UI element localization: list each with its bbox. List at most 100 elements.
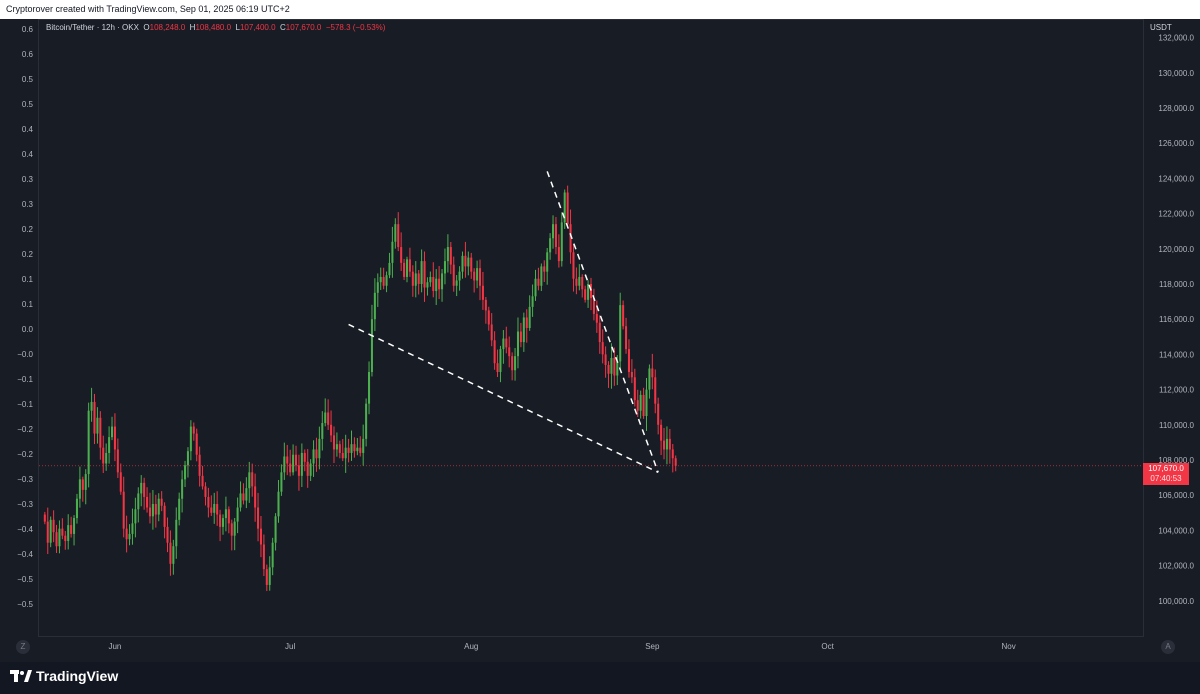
candle-body (137, 493, 140, 510)
candle-body (487, 310, 490, 325)
left-axis-tick: 0.5 (22, 100, 34, 109)
candle-body (347, 447, 350, 453)
price-axis-tick: 128,000.0 (1158, 104, 1194, 113)
candle-countdown: 07:40:53 (1150, 474, 1182, 483)
left-axis-tick: −0.1 (17, 400, 33, 409)
candle-body (90, 401, 93, 411)
zoom-button[interactable]: Z (16, 640, 30, 654)
price-axis-tick: 108,000.0 (1158, 456, 1194, 465)
attribution-text: Cryptorover created with TradingView.com… (6, 4, 290, 14)
tradingview-logo[interactable]: TradingView (10, 668, 118, 684)
candle-body (391, 241, 394, 263)
candle-body (368, 372, 371, 404)
candle-body (128, 533, 131, 540)
candle-body (280, 472, 283, 492)
price-chart[interactable]: 100,000.0 102,000.0 104,000.0 106,000.0 108,… (0, 19, 1200, 662)
candle-body (552, 224, 555, 239)
candle-body (496, 363, 499, 372)
candle-body (70, 525, 73, 534)
candle-body (303, 452, 306, 462)
candle-body (537, 278, 540, 286)
candle-body (184, 465, 187, 480)
candle-body (657, 403, 660, 425)
price-axis-tick: 114,000.0 (1159, 350, 1195, 359)
candle-body (484, 299, 487, 311)
auto-scale-button[interactable]: A (1161, 640, 1175, 654)
candle-body (52, 519, 55, 533)
left-axis-tick: 0.2 (22, 225, 34, 234)
candle-body (75, 498, 78, 519)
candle-body (604, 354, 607, 365)
candle-body (400, 247, 403, 263)
footer: TradingView (0, 662, 1200, 694)
candle-body (335, 444, 338, 450)
dashed-trendline (546, 171, 659, 473)
candle-body (330, 424, 333, 436)
candle-body (464, 255, 467, 267)
price-axis-tick: 104,000.0 (1158, 526, 1194, 535)
candle-body (125, 528, 128, 540)
candle-body (540, 266, 543, 286)
candle-body (157, 498, 160, 515)
candle-body (636, 400, 639, 411)
candle-body (470, 257, 473, 272)
candle-body (233, 521, 236, 536)
candle-body (481, 285, 484, 300)
candle-body (186, 451, 189, 466)
price-axis-tick: 106,000.0 (1158, 491, 1194, 500)
candle-body (569, 224, 572, 253)
candle-body (429, 276, 432, 283)
symbol-label: Bitcoin/Tether · 12h · OKX (46, 23, 139, 32)
left-axis-tick: −0.2 (17, 425, 33, 434)
candle-body (654, 377, 657, 404)
candle-body (613, 357, 616, 376)
candle-body (467, 257, 470, 267)
candle-body (660, 424, 663, 441)
left-axis-tick: 0.2 (22, 250, 34, 259)
candle-body (84, 474, 87, 490)
candle-body (172, 546, 175, 564)
candle-body (560, 222, 563, 262)
candle-body (639, 394, 642, 411)
candle-body (408, 259, 411, 272)
candle-body (321, 423, 324, 439)
currency-label[interactable]: USDT (1150, 23, 1172, 32)
candle-body (81, 479, 84, 490)
candle-body (546, 252, 549, 272)
time-axis-tick: Nov (1002, 642, 1016, 651)
candle-body (476, 268, 479, 281)
left-axis-tick: −0.5 (17, 575, 33, 584)
candle-body (633, 377, 636, 401)
candle-body (315, 449, 318, 459)
price-axis-tick: 122,000.0 (1158, 210, 1194, 219)
candle-body (324, 412, 327, 424)
candle-body (525, 317, 528, 328)
candle-body (528, 306, 531, 328)
plot-area[interactable] (38, 19, 1144, 637)
candle-body (417, 273, 420, 284)
candle-body (595, 313, 598, 323)
candle-body (414, 273, 417, 286)
candle-body (344, 447, 347, 459)
candle-body (61, 528, 64, 536)
candle-body (549, 238, 552, 253)
candle-body (297, 465, 300, 476)
time-axis-tick: Oct (821, 642, 834, 651)
candle-body (668, 438, 671, 450)
candle-body (274, 516, 277, 543)
candle-body (216, 504, 219, 515)
high-value: 108,480.0 (195, 23, 232, 32)
open-label: O (143, 23, 150, 32)
left-axis-tick: 0.5 (22, 75, 34, 84)
candle-body (163, 505, 166, 527)
left-axis-tick: −0.0 (17, 350, 33, 359)
candle-body (662, 440, 666, 450)
candle-body (283, 456, 286, 473)
candle-body (204, 486, 207, 497)
candle-body (251, 472, 254, 487)
price-axis-tick: 102,000.0 (1158, 562, 1194, 571)
candle-body (592, 298, 595, 314)
candle-body (113, 426, 116, 450)
candle-body (627, 349, 630, 372)
left-axis-tick: −0.2 (17, 450, 33, 459)
